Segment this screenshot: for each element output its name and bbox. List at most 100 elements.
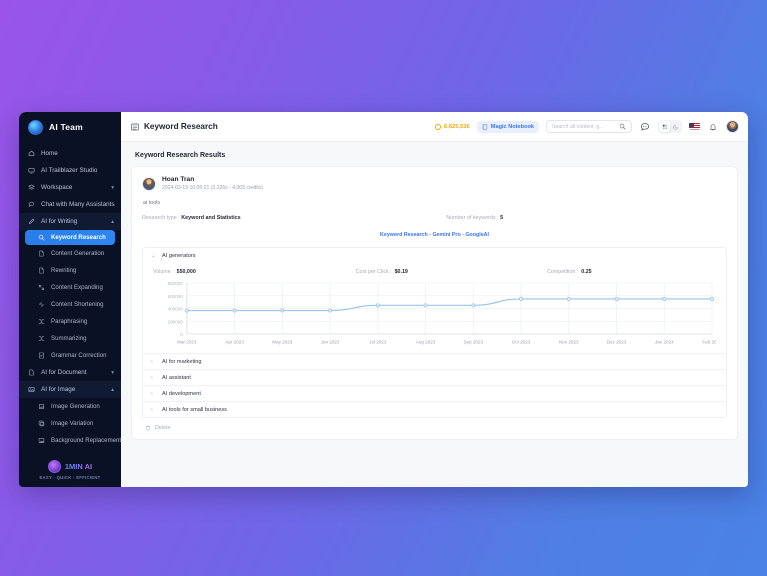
stat-competition-value: 0.25 — [581, 269, 592, 275]
accordion-header[interactable]: ⌄ AI generators — [143, 248, 726, 263]
image-icon — [28, 387, 35, 392]
chart-point[interactable] — [375, 303, 380, 308]
meta-keyword-count: Number of keywords : 5 — [446, 215, 503, 221]
accordion-item-ai-assistant: › AI assistant — [143, 369, 726, 385]
chart-line-volume — [186, 298, 713, 312]
sidebar-item-label: Rewriting — [51, 267, 77, 274]
search-input[interactable] — [552, 123, 616, 130]
footer-tagline: EASY - QUICK - EFFICIENT — [39, 475, 101, 480]
stat-volume: Volume : 550,000 — [153, 269, 356, 275]
bg-replace-icon — [38, 438, 45, 443]
sidebar-item-ai-for-document[interactable]: AI for Document ▾ — [19, 364, 121, 381]
topbar: Keyword Research 6,625,536 Magic Noteboo… — [121, 112, 748, 142]
sidebar-item-ai-for-image[interactable]: AI for Image ▴ — [19, 381, 121, 398]
chart-point[interactable] — [471, 303, 476, 308]
brand[interactable]: AI Team — [19, 112, 121, 142]
sidebar-item-label: Content Expanding — [51, 284, 103, 291]
grid-view-icon[interactable] — [659, 121, 670, 132]
app-logo-icon — [28, 119, 43, 135]
chart-point[interactable] — [614, 296, 619, 301]
search-icon — [38, 234, 45, 241]
chart-point[interactable] — [566, 296, 571, 301]
sidebar-item-label: Grammar Correction — [51, 352, 107, 359]
search-icon[interactable] — [616, 121, 628, 133]
sidebar-item-content-shortening[interactable]: Content Shortening — [19, 296, 121, 313]
sidebar-item-label: AI for Document — [41, 369, 87, 376]
sidebar-item-label: Workspace — [41, 184, 73, 191]
chart-point[interactable] — [328, 308, 332, 313]
sidebar-item-label: Chat with Many Assistants — [41, 201, 115, 208]
sidebar-item-keyword-research[interactable]: Keyword Research — [25, 230, 115, 245]
stat-volume-key: Volume : — [153, 269, 174, 275]
content-area: Keyword Research Results Hoan Tran 2024-… — [121, 142, 748, 487]
accordion-header[interactable]: › AI for marketing — [143, 354, 726, 369]
magic-notebook-button[interactable]: Magic Notebook — [476, 120, 539, 133]
accordion-header[interactable]: › AI development — [143, 386, 726, 401]
result-meta-row: Research type : Keyword and Statistics N… — [142, 215, 727, 221]
sidebar-item-rewriting[interactable]: Rewriting — [19, 262, 121, 279]
sidebar-item-chat-with-many-assistants[interactable]: Chat with Many Assistants — [19, 196, 121, 213]
sidebar-item-content-expanding[interactable]: Content Expanding — [19, 279, 121, 296]
sidebar-item-summarizing[interactable]: Summarizing — [19, 330, 121, 347]
trash-icon — [145, 425, 151, 431]
sidebar-item-home[interactable]: Home — [19, 145, 121, 162]
x-axis-tick-label: Jul 2023 — [369, 339, 387, 344]
search-box[interactable] — [546, 120, 632, 133]
notifications-bell-icon[interactable] — [707, 121, 719, 133]
sidebar-item-ai-for-writing[interactable]: AI for Writing ▴ — [19, 213, 121, 230]
x-axis-tick-label: May 2023 — [272, 339, 293, 344]
footer-logo[interactable]: 1MIN AI — [19, 460, 121, 473]
sidebar-item-label: AI for Writing — [41, 218, 78, 225]
file-icon — [29, 369, 34, 376]
sidebar-item-paraphrasing[interactable]: Paraphrasing — [19, 313, 121, 330]
page-title-group: Keyword Research — [131, 122, 218, 131]
sidebar-item-image-generation[interactable]: Image Generation — [19, 398, 121, 415]
user-avatar[interactable] — [726, 120, 739, 133]
sidebar-item-background-replacement[interactable]: Background Replacement — [19, 432, 121, 449]
keyword-stats: Volume : 550,000 Cost per Click : $0.19 … — [153, 267, 716, 279]
doc-icon — [39, 267, 44, 274]
dark-mode-icon[interactable] — [670, 121, 681, 132]
chart-point[interactable] — [662, 296, 667, 301]
doc-icon — [39, 250, 44, 257]
chat-icon — [28, 201, 35, 208]
delete-button[interactable]: Delete — [145, 425, 727, 431]
footer-brand-name: 1MIN AI — [64, 462, 93, 471]
magic-notebook-label: Magic Notebook — [490, 123, 534, 130]
chevron-down-icon: ▾ — [111, 184, 114, 191]
chart-point[interactable] — [184, 308, 189, 313]
messages-icon[interactable] — [639, 121, 651, 133]
coin-icon — [435, 123, 441, 130]
accordion-title: AI development — [162, 390, 201, 397]
chart-point[interactable] — [519, 296, 523, 301]
accordion-item-ai-tools-small-business: › AI tools for small business — [143, 401, 726, 417]
sidebar-item-label: Keyword Research — [51, 234, 106, 241]
delete-label: Delete — [155, 425, 171, 431]
chart-point[interactable] — [423, 303, 428, 308]
chart-point[interactable] — [710, 296, 714, 301]
sidebar-item-image-variation[interactable]: Image Variation — [19, 415, 121, 432]
sidebar-item-workspace[interactable]: Workspace ▾ — [19, 179, 121, 196]
1min-ai-logo-icon — [47, 460, 61, 473]
query-keyword: ai tools — [143, 200, 161, 206]
view-toggle-group[interactable] — [658, 120, 682, 133]
accordion-header[interactable]: › AI assistant — [143, 370, 726, 385]
app-window: AI Team Home AI Trailblazer Studio Workspa… — [19, 112, 748, 487]
sidebar-item-grammar-correction[interactable]: Grammar Correction — [19, 347, 121, 364]
chart-point[interactable] — [232, 308, 237, 313]
notebook-icon — [482, 123, 487, 130]
model-link[interactable]: Keyword Research - Gemini Pro - GoogleAI — [380, 232, 489, 238]
sidebar-item-content-generation[interactable]: Content Generation — [19, 245, 121, 262]
sidebar-item-label: AI for Image — [41, 386, 76, 393]
brand-name: AI Team — [49, 122, 83, 132]
y-axis-tick-label: 200000 — [168, 319, 184, 324]
us-flag-icon[interactable] — [689, 122, 700, 131]
accordion-header[interactable]: › AI tools for small business — [143, 402, 726, 417]
y-axis-tick-label: 400000 — [168, 307, 184, 312]
credits-badge[interactable]: 6,625,536 — [435, 123, 470, 130]
chart-point[interactable] — [280, 308, 285, 313]
sidebar-item-ai-trailblazer-studio[interactable]: AI Trailblazer Studio — [19, 162, 121, 179]
accordion-title: AI for marketing — [162, 358, 202, 365]
meta-keyword-count-key: Number of keywords : — [446, 215, 499, 221]
result-user-meta: 2024-03-19 10:05:21 (3.326s - 4,003 cred… — [162, 185, 264, 191]
